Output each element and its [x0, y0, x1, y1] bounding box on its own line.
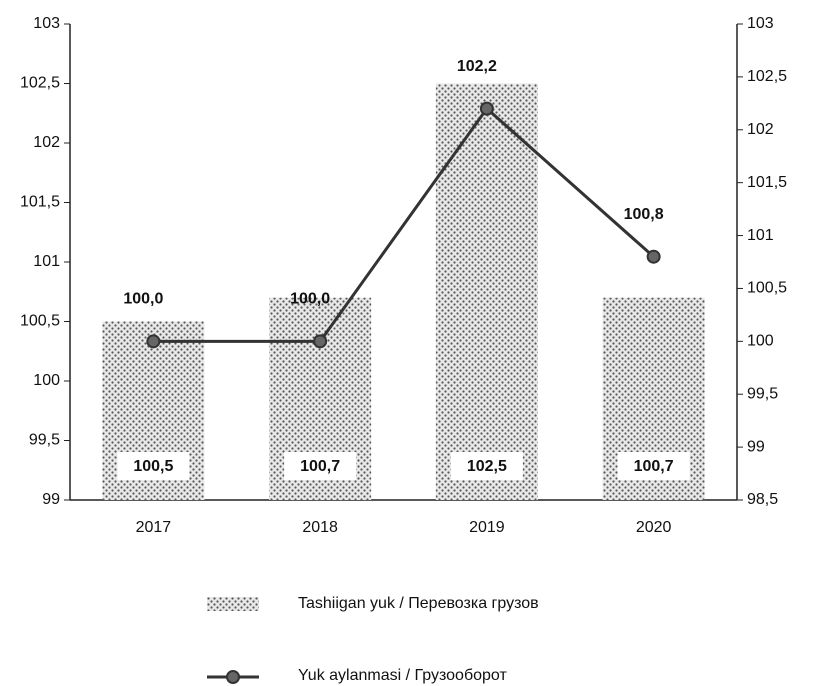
x-tick-label: 2018 — [302, 519, 338, 536]
legend-label: Yuk aylanmasi / Грузооборот — [298, 667, 507, 684]
y-tick-label: 100 — [33, 372, 60, 389]
line-label: 100,0 — [123, 291, 163, 308]
x-tick-label: 2019 — [469, 519, 505, 536]
y-tick-label: 101 — [33, 253, 60, 270]
line-label: 100,8 — [624, 206, 664, 223]
x-tick-label: 2020 — [636, 519, 672, 536]
bar-label: 100,7 — [300, 458, 340, 475]
y2-tick-label: 103 — [747, 15, 774, 32]
line-label: 100,0 — [290, 291, 330, 308]
y-tick-label: 100,5 — [20, 313, 60, 330]
y2-tick-label: 100,5 — [747, 280, 787, 297]
x-tick-label: 2017 — [136, 519, 172, 536]
bar-label-bg — [117, 452, 190, 480]
line-label: 102,2 — [457, 58, 497, 75]
bar-label: 100,7 — [634, 458, 674, 475]
bar-label: 100,5 — [133, 458, 173, 475]
bar-label-bg — [284, 452, 357, 480]
y2-tick-label: 99 — [747, 438, 765, 455]
line-point — [146, 334, 161, 349]
y2-tick-label: 102,5 — [747, 68, 787, 85]
line — [153, 106, 655, 343]
line-point — [479, 101, 494, 116]
legend-marker — [226, 670, 240, 684]
line-point — [646, 249, 661, 264]
bar-label: 102,5 — [467, 458, 507, 475]
y-tick-label: 99,5 — [29, 432, 60, 449]
y-tick-label: 103 — [33, 15, 60, 32]
y2-tick-label: 99,5 — [747, 385, 778, 402]
y2-tick-label: 98,5 — [747, 491, 778, 508]
y-tick-label: 102 — [33, 134, 60, 151]
y2-tick-label: 100 — [747, 333, 774, 350]
y-tick-label: 102,5 — [20, 75, 60, 92]
y-tick-label: 99 — [42, 491, 60, 508]
bar — [435, 83, 538, 500]
bar-label-bg — [617, 452, 690, 480]
y2-tick-label: 102 — [747, 121, 774, 138]
y2-tick-label: 101,5 — [747, 174, 787, 191]
y-tick-label: 101,5 — [20, 194, 60, 211]
line-point — [313, 334, 328, 349]
y2-tick-label: 101 — [747, 227, 774, 244]
legend-label: Tashiigan yuk / Перевозка грузов — [298, 595, 539, 612]
legend-swatch — [207, 597, 259, 611]
bar-label-bg — [450, 452, 523, 480]
